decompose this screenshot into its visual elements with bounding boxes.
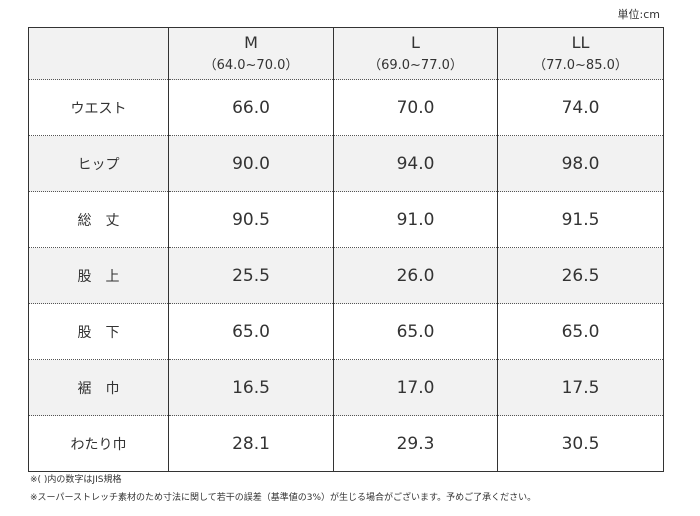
cell-value: 65.0: [333, 303, 498, 360]
cell-value: 66.0: [168, 79, 334, 136]
table-body: M （64.0~70.0） L （69.0~77.0） LL （77.0~85.0） ウエス…: [28, 27, 664, 472]
cell-value: 26.5: [497, 247, 664, 304]
row-label: ヒップ: [28, 135, 169, 192]
cell-value: 90.5: [168, 191, 334, 248]
size-table: M （64.0~70.0） L （69.0~77.0） LL （77.0~85.0） ウエス…: [28, 27, 664, 472]
size-name: L: [411, 32, 420, 52]
note: ※( )内の数字はJIS規格: [30, 475, 122, 485]
cell-value: 74.0: [497, 79, 664, 136]
table-row: 総 丈 90.5 91.0 91.5: [28, 191, 664, 248]
size-name: LL: [571, 32, 590, 52]
cell-value: 91.5: [497, 191, 664, 248]
cell-value: 98.0: [497, 135, 664, 192]
header-row: M （64.0~70.0） L （69.0~77.0） LL （77.0~85.0）: [28, 27, 664, 80]
cell-value: 65.0: [168, 303, 334, 360]
cell-value: 94.0: [333, 135, 498, 192]
row-label: 裾 巾: [28, 359, 169, 416]
size-range: （69.0~77.0）: [368, 57, 463, 73]
cell-value: 28.1: [168, 415, 334, 472]
row-label: 股 上: [28, 247, 169, 304]
cell-value: 91.0: [333, 191, 498, 248]
size-name: M: [244, 32, 258, 52]
header-cell: LL （77.0~85.0）: [497, 27, 664, 80]
cell-value: 30.5: [497, 415, 664, 472]
cell-value: 17.5: [497, 359, 664, 416]
cell-value: 17.0: [333, 359, 498, 416]
table-row: 股 上 25.5 26.0 26.5: [28, 247, 664, 304]
cell-value: 16.5: [168, 359, 334, 416]
note: ※スーパーストレッチ素材のため寸法に関して若干の誤差（基準値の3%）が生じる場合…: [30, 493, 537, 503]
header-cell: L （69.0~77.0）: [333, 27, 498, 80]
table-row: ウエスト 66.0 70.0 74.0: [28, 79, 664, 136]
row-label: わたり巾: [28, 415, 169, 472]
table-row: 裾 巾 16.5 17.0 17.5: [28, 359, 664, 416]
cell-value: 90.0: [168, 135, 334, 192]
unit-label: 単位:cm: [617, 8, 660, 21]
header-cell: M （64.0~70.0）: [168, 27, 334, 80]
corner-cell: [28, 27, 169, 80]
table-row: 股 下 65.0 65.0 65.0: [28, 303, 664, 360]
cell-value: 65.0: [497, 303, 664, 360]
cell-value: 25.5: [168, 247, 334, 304]
table-row: ヒップ 90.0 94.0 98.0: [28, 135, 664, 192]
cell-value: 26.0: [333, 247, 498, 304]
size-range: （64.0~70.0）: [203, 57, 299, 73]
notes: ※( )内の数字はJIS規格 ※スーパーストレッチ素材のため寸法に関して若干の誤差…: [30, 474, 536, 510]
row-label: 股 下: [28, 303, 169, 360]
table-row: わたり巾 28.1 29.3 30.5: [28, 415, 664, 472]
cell-value: 29.3: [333, 415, 498, 472]
row-label: 総 丈: [28, 191, 169, 248]
row-label: ウエスト: [28, 79, 169, 136]
cell-value: 70.0: [333, 79, 498, 136]
size-range: （77.0~85.0）: [533, 57, 628, 73]
